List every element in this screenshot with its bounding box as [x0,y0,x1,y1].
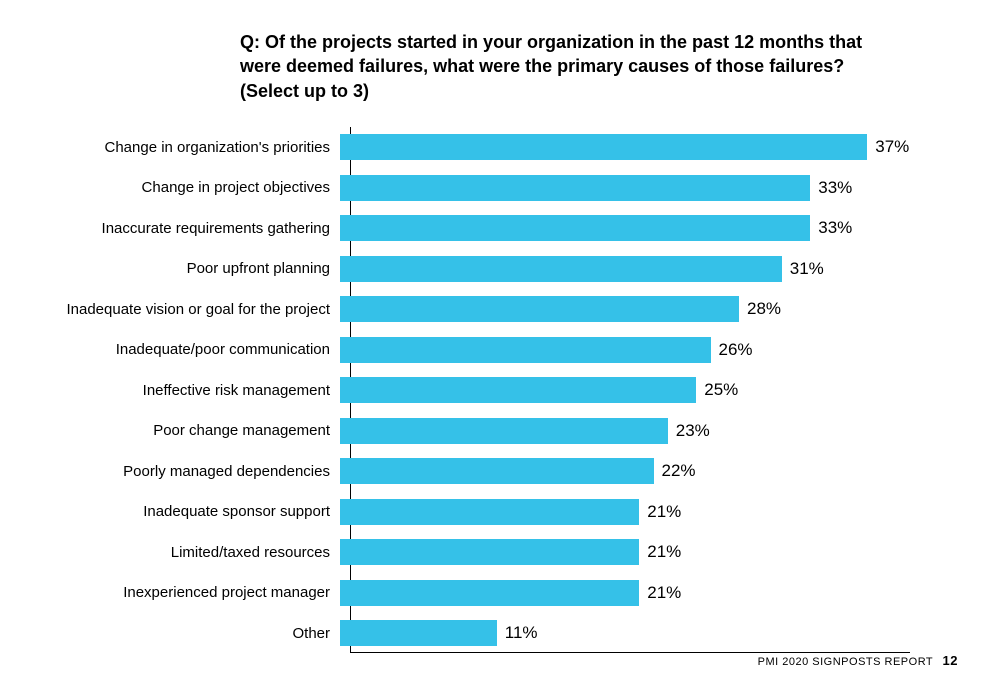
chart-row: Limited/taxed resources 21% [50,532,958,573]
bar-value: 33% [818,218,852,238]
bar-label: Poor change management [50,422,340,439]
bar-area: 11% [340,613,940,654]
chart-row: Poorly managed dependencies 22% [50,451,958,492]
chart-row: Ineffective risk management 25% [50,370,958,411]
bar [340,377,696,403]
question-text: Of the projects started in your organiza… [240,32,862,101]
bar [340,134,867,160]
bar-value: 28% [747,299,781,319]
bar [340,620,497,646]
bar-label: Inadequate vision or goal for the projec… [50,301,340,318]
bar-label: Inadequate/poor communication [50,341,340,358]
chart-row: Poor upfront planning 31% [50,248,958,289]
bar-value: 25% [704,380,738,400]
bar [340,215,810,241]
page-number: 12 [943,653,958,668]
chart-row: Inadequate sponsor support 21% [50,491,958,532]
chart-row: Inadequate/poor communication 26% [50,329,958,370]
bar-area: 25% [340,370,940,411]
page: Q: Of the projects started in your organ… [0,0,998,684]
bar [340,175,810,201]
bar-area: 23% [340,410,940,451]
failure-causes-chart: Change in organization's priorities37%Ch… [50,127,958,654]
bar-label: Limited/taxed resources [50,544,340,561]
bar-value: 31% [790,259,824,279]
bar-area: 26% [340,329,940,370]
bar-value: 21% [647,542,681,562]
chart-row: Inaccurate requirements gathering 33% [50,208,958,249]
bar-area: 31% [340,248,940,289]
survey-question: Q: Of the projects started in your organ… [240,30,900,103]
bar [340,458,654,484]
chart-row: Inadequate vision or goal for the projec… [50,289,958,330]
bar [340,337,711,363]
bar-area: 28% [340,289,940,330]
chart-row: Change in project objectives 33% [50,167,958,208]
bar-value: 26% [719,340,753,360]
bar-label: Inadequate sponsor support [50,503,340,520]
bar-area: 37% [340,127,940,168]
bar-area: 33% [340,208,940,249]
chart-row: Other 11% [50,613,958,654]
question-prefix: Q: [240,32,260,52]
bar-label: Inaccurate requirements gathering [50,220,340,237]
bar-label: Inexperienced project manager [50,584,340,601]
bar [340,418,668,444]
bar-area: 21% [340,572,940,613]
bar [340,499,639,525]
chart-row: Inexperienced project manager 21% [50,572,958,613]
bar-area: 21% [340,491,940,532]
bar-label: Ineffective risk management [50,382,340,399]
bar-value: 23% [676,421,710,441]
footer-text: PMI 2020 SIGNPOSTS REPORT [758,656,933,668]
bar-value: 11% [505,623,538,643]
bar-value: 33% [818,178,852,198]
bar [340,539,639,565]
chart-row: Change in organization's priorities 37% [50,127,958,168]
bar-label: Change in project objectives [50,179,340,196]
bar [340,256,782,282]
bar [340,296,739,322]
chart-row: Poor change management 23% [50,410,958,451]
report-footer: PMI 2020 SIGNPOSTS REPORT 12 [758,653,958,668]
bar-area: 33% [340,167,940,208]
bar-area: 21% [340,532,940,573]
bar-value: 21% [647,583,681,603]
bar-area: 22% [340,451,940,492]
bar-value: 22% [662,461,696,481]
bar [340,580,639,606]
bar-value: 21% [647,502,681,522]
bar-label: Change in organization's priorities [50,139,340,156]
bar-value: 37% [875,137,909,157]
bar-label: Other [50,625,340,642]
bar-label: Poor upfront planning [50,260,340,277]
bar-label: Poorly managed dependencies [50,463,340,480]
